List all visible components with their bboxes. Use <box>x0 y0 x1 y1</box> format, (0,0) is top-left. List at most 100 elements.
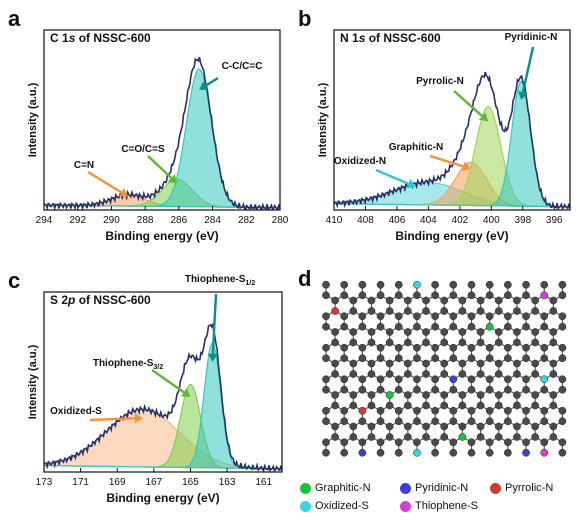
annotation-label: C-C/C=C <box>222 61 263 72</box>
carbon-atom <box>376 438 385 447</box>
annotation-arrowhead <box>134 413 143 424</box>
carbon-atom <box>340 375 349 384</box>
x-tick-label: 402 <box>452 215 469 226</box>
carbon-atom <box>431 322 439 331</box>
x-tick-label: 400 <box>483 215 500 226</box>
carbon-atom <box>531 359 539 368</box>
carbon-atom <box>431 406 439 415</box>
chart-title: C 1s of NSSC-600 <box>50 31 151 45</box>
carbon-atom <box>413 375 421 384</box>
carbon-atom <box>385 401 394 410</box>
carbon-atom <box>467 375 476 384</box>
carbon-atom <box>467 438 476 447</box>
carbon-atom <box>340 385 349 394</box>
dopant-atom <box>540 291 549 300</box>
dopant-atom <box>358 406 367 415</box>
carbon-atom <box>522 438 530 447</box>
carbon-atom <box>322 448 330 457</box>
x-tick-label: 288 <box>137 215 154 226</box>
carbon-atom <box>494 296 503 305</box>
carbon-atom <box>531 433 539 441</box>
carbon-atom <box>476 307 485 315</box>
carbon-atom <box>504 291 512 300</box>
carbon-atom <box>385 338 394 347</box>
carbon-atom <box>504 448 512 457</box>
carbon-atom <box>340 343 349 352</box>
carbon-atom <box>322 280 330 289</box>
carbon-atom <box>413 354 421 363</box>
annotation-arrow <box>211 293 218 354</box>
x-tick-label: 294 <box>36 215 53 226</box>
carbon-atom <box>476 359 485 368</box>
carbon-atom <box>413 291 421 300</box>
carbon-atom <box>431 448 439 457</box>
x-tick-label: 286 <box>171 215 188 226</box>
carbon-atom <box>322 406 330 415</box>
x-tick-label: 280 <box>272 215 289 226</box>
carbon-atom <box>549 328 558 336</box>
peak-thiophene-s1-2 <box>44 342 282 470</box>
carbon-atom <box>340 438 349 447</box>
carbon-atom <box>449 406 458 415</box>
carbon-atom <box>440 338 449 347</box>
carbon-atom <box>358 343 367 352</box>
carbon-atom <box>349 296 358 305</box>
carbon-atom <box>531 328 539 336</box>
legend-label: Pyrrolic-N <box>505 482 554 494</box>
carbon-atom <box>476 433 485 441</box>
carbon-atom <box>403 370 412 378</box>
carbon-atom <box>349 433 358 441</box>
carbon-atom <box>558 322 567 331</box>
carbon-atom <box>322 385 330 394</box>
carbon-atom <box>422 401 430 410</box>
carbon-atom <box>367 307 376 315</box>
carbon-atom <box>358 385 367 394</box>
legend-swatch <box>400 482 411 494</box>
carbon-atom <box>540 322 549 331</box>
legend-item-graphitic-n: Graphitic-N <box>300 482 371 494</box>
carbon-atom <box>331 370 339 378</box>
carbon-atom <box>413 343 421 352</box>
carbon-atom <box>558 375 567 384</box>
carbon-atom <box>394 280 403 289</box>
panel-b: b N 1s of NSSC-600 410 408 406 404 402 400 398 39… <box>290 0 585 255</box>
annotation-arrow <box>521 46 535 93</box>
carbon-atom <box>349 328 358 336</box>
carbon-atom <box>549 370 558 378</box>
annotation-arrow <box>89 417 135 422</box>
carbon-atom <box>376 291 385 300</box>
x-tick-label: 167 <box>146 477 163 488</box>
carbon-atom <box>440 307 449 315</box>
carbon-atom <box>394 417 403 426</box>
carbon-atom <box>494 307 503 315</box>
carbon-atom <box>376 417 385 426</box>
x-tick-label: 406 <box>389 215 406 226</box>
annotation-arrow <box>151 369 185 394</box>
chart-s2p: c S 2p of NSSC-600 173 171 169 167 165 163 161 Bi… <box>8 268 283 505</box>
carbon-atom <box>385 296 394 305</box>
legend-swatch <box>300 482 311 494</box>
carbon-atom <box>431 343 439 352</box>
carbon-atom <box>367 296 376 305</box>
carbon-atom <box>322 322 330 331</box>
carbon-atom <box>522 375 530 384</box>
dopant-atom <box>358 448 367 457</box>
carbon-atom <box>394 375 403 384</box>
carbon-atom <box>431 417 439 426</box>
carbon-atom <box>494 338 503 347</box>
carbon-atom <box>504 322 512 331</box>
x-tick-label: 396 <box>546 215 563 226</box>
carbon-atom <box>431 280 439 289</box>
annotation-arrowhead <box>167 174 178 184</box>
carbon-atom <box>385 307 394 315</box>
carbon-atom <box>485 448 494 457</box>
carbon-atom <box>340 354 349 363</box>
carbon-atom <box>458 328 467 336</box>
carbon-atom <box>403 338 412 347</box>
carbon-atom <box>340 417 349 426</box>
carbon-atom <box>440 391 449 399</box>
carbon-atom <box>558 448 567 457</box>
carbon-atom <box>540 417 549 426</box>
annotation-arrowhead <box>461 161 471 172</box>
carbon-atom <box>494 422 503 431</box>
